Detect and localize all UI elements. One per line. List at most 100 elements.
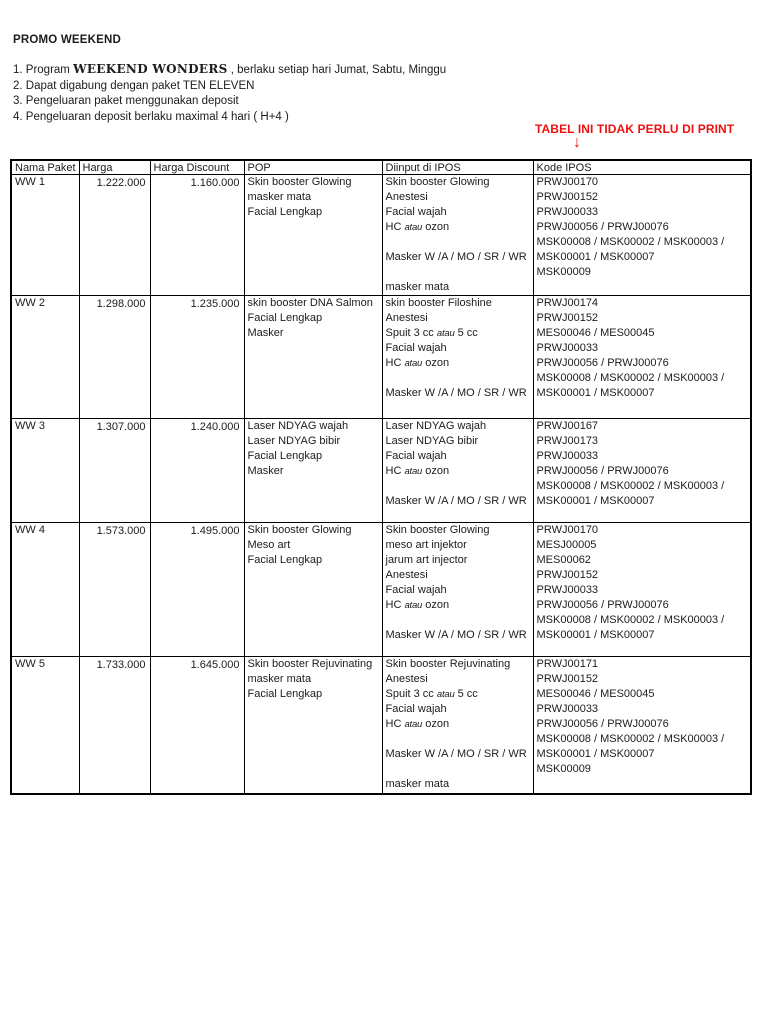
cell-line: PRWJ00033 xyxy=(536,703,599,715)
cell-line: Masker W /A / MO / SR / WR xyxy=(385,629,527,641)
page-title: PROMO WEEKEND xyxy=(13,34,122,46)
table-body: WW 1 1.222.000 1.160.000 Skin booster Glowi… xyxy=(10,174,752,794)
cell-diinput-ipos: Skin booster Glowing meso art injektor jar… xyxy=(381,522,534,657)
cell-harga-discount: 1.240.000 xyxy=(149,418,245,523)
cell-line: PRWJ00170 xyxy=(536,524,599,536)
cell-line xyxy=(386,732,530,747)
cell-line: MES00062 xyxy=(536,554,591,566)
cell-line: HC atau ozon xyxy=(385,465,450,477)
intro-item-1-prefix: 1. Program xyxy=(13,64,74,76)
cell-nama-paket: WW 5 xyxy=(10,656,80,794)
cell-line: PRWJ00173 xyxy=(536,435,599,447)
cell-line: MSK00001 / MSK00007 xyxy=(536,495,655,507)
no-print-note: TABEL INI TIDAK PERLU DI PRINT xyxy=(535,122,735,136)
cell-line: PRWJ00033 xyxy=(536,342,599,354)
cell-line: Masker W /A / MO / SR / WR xyxy=(385,387,527,399)
cell-line: MSK00001 / MSK00007 xyxy=(536,251,655,263)
cell-line: skin booster DNA Salmon xyxy=(247,297,373,309)
cell-line: masker mata xyxy=(385,281,450,293)
cell-nama-paket: WW 2 xyxy=(10,295,80,419)
cell-line xyxy=(386,371,530,386)
cell-line: PRWJ00033 xyxy=(536,206,599,218)
cell-kode-ipos: PRWJ00170 MESJ00005 MES00062 PRWJ00152 PRWJ0… xyxy=(532,522,752,657)
cell-pop: Skin booster Rejuvinating masker mata Faci… xyxy=(243,656,383,794)
table-row: WW 4 1.573.000 1.495.000 Skin booster Glowi… xyxy=(10,522,752,657)
cell-line: skin booster Filoshine xyxy=(385,297,492,309)
cell-line: Masker W /A / MO / SR / WR xyxy=(385,748,527,760)
column-header-0: Nama Paket xyxy=(10,159,80,175)
cell-line: PRWJ00056 / PRWJ00076 xyxy=(536,599,669,611)
cell-line: PRWJ00152 xyxy=(536,673,599,685)
cell-line: PRWJ00033 xyxy=(536,584,599,596)
cell-harga: 1.733.000 xyxy=(78,656,151,794)
cell-line: MSK00001 / MSK00007 xyxy=(536,387,655,399)
cell-pop: skin booster DNA Salmon Facial Lengkap Mas… xyxy=(243,295,383,419)
cell-line: PRWJ00152 xyxy=(536,569,599,581)
cell-line: MSK00008 / MSK00002 / MSK00003 / xyxy=(536,480,725,492)
cell-line: Facial Lengkap xyxy=(247,688,323,700)
cell-line: Facial Lengkap xyxy=(247,206,323,218)
cell-line: Anestesi xyxy=(385,191,428,203)
cell-line: Skin booster Glowing xyxy=(385,176,490,188)
cell-line: PRWJ00167 xyxy=(536,420,599,432)
cell-line: Laser NDYAG bibir xyxy=(247,435,341,447)
cell-diinput-ipos: Skin booster Rejuvinating Anestesi Spuit 3… xyxy=(381,656,534,794)
cell-line: PRWJ00152 xyxy=(536,191,599,203)
header-row: Nama Paket Harga Harga Discount POP Diinput … xyxy=(10,159,752,175)
column-header-3: POP xyxy=(243,159,383,175)
intro-list: 1. Program WEEKEND WONDERS , berlaku set… xyxy=(13,62,446,125)
cell-line: MES00046 / MES00045 xyxy=(536,327,655,339)
cell-line: Laser NDYAG wajah xyxy=(385,420,487,432)
cell-line: MSK00009 xyxy=(536,266,591,278)
cell-line: HC atau ozon xyxy=(385,718,450,730)
cell-line: Anestesi xyxy=(385,312,428,324)
cell-line: MSK00001 / MSK00007 xyxy=(536,748,655,760)
cell-line: jarum art injector xyxy=(385,554,468,566)
cell-line: masker mata xyxy=(385,778,450,790)
cell-kode-ipos: PRWJ00167 PRWJ00173 PRWJ00033 PRWJ00056 / P… xyxy=(532,418,752,523)
intro-item-3: 3. Pengeluaran paket menggunakan deposit xyxy=(13,95,239,108)
cell-line: Facial wajah xyxy=(385,342,447,354)
cell-line: masker mata xyxy=(247,673,312,685)
table-row: WW 5 1.733.000 1.645.000 Skin booster Rejuv… xyxy=(10,656,752,794)
cell-line: Masker xyxy=(247,465,284,477)
cell-line: Masker W /A / MO / SR / WR xyxy=(385,495,527,507)
cell-line: Laser NDYAG bibir xyxy=(385,435,479,447)
cell-line: Meso art xyxy=(247,539,291,551)
cell-line: Skin booster Rejuvinating xyxy=(247,658,373,670)
cell-line: Facial Lengkap xyxy=(247,450,323,462)
cell-harga-discount: 1.160.000 xyxy=(149,174,245,296)
cell-line: PRWJ00152 xyxy=(536,312,599,324)
cell-line: Facial Lengkap xyxy=(247,554,323,566)
cell-line: Spuit 3 cc atau 5 cc xyxy=(385,327,478,339)
cell-line: MSK00008 / MSK00002 / MSK00003 / xyxy=(536,372,725,384)
promo-table: Nama Paket Harga Harga Discount POP Diinput … xyxy=(10,159,752,795)
cell-line: MSK00008 / MSK00002 / MSK00003 / xyxy=(536,236,725,248)
table-row: WW 2 1.298.000 1.235.000 skin booster DNA S… xyxy=(10,295,752,419)
cell-harga: 1.222.000 xyxy=(78,174,151,296)
cell-diinput-ipos: Laser NDYAG wajah Laser NDYAG bibir Facial… xyxy=(381,418,534,523)
cell-pop: Laser NDYAG wajah Laser NDYAG bibir Facial… xyxy=(243,418,383,523)
column-header-1: Harga xyxy=(78,159,151,175)
cell-line xyxy=(386,479,530,494)
cell-line: HC atau ozon xyxy=(385,599,450,611)
cell-line: masker mata xyxy=(247,191,312,203)
cell-line xyxy=(386,762,530,777)
cell-line: meso art injektor xyxy=(385,539,467,551)
cell-harga: 1.298.000 xyxy=(78,295,151,419)
cell-line: Spuit 3 cc atau 5 cc xyxy=(385,688,478,700)
cell-line xyxy=(386,235,530,250)
cell-nama-paket: WW 1 xyxy=(10,174,80,296)
cell-line: Facial wajah xyxy=(385,703,447,715)
cell-line: MSK00009 xyxy=(536,763,591,775)
cell-pop: Skin booster Glowing Meso art Facial Lengk… xyxy=(243,522,383,657)
cell-line: Skin booster Glowing xyxy=(385,524,490,536)
cell-diinput-ipos: skin booster Filoshine Anestesi Spuit 3 cc… xyxy=(381,295,534,419)
brand-name: WEEKEND WONDERS xyxy=(73,62,228,76)
cell-harga: 1.307.000 xyxy=(78,418,151,523)
cell-line: Facial Lengkap xyxy=(247,312,323,324)
cell-line: PRWJ00056 / PRWJ00076 xyxy=(536,357,669,369)
cell-kode-ipos: PRWJ00174 PRWJ00152 MES00046 / MES00045 PRW… xyxy=(532,295,752,419)
cell-line: MSK00008 / MSK00002 / MSK00003 / xyxy=(536,733,725,745)
cell-line: Facial wajah xyxy=(385,584,447,596)
